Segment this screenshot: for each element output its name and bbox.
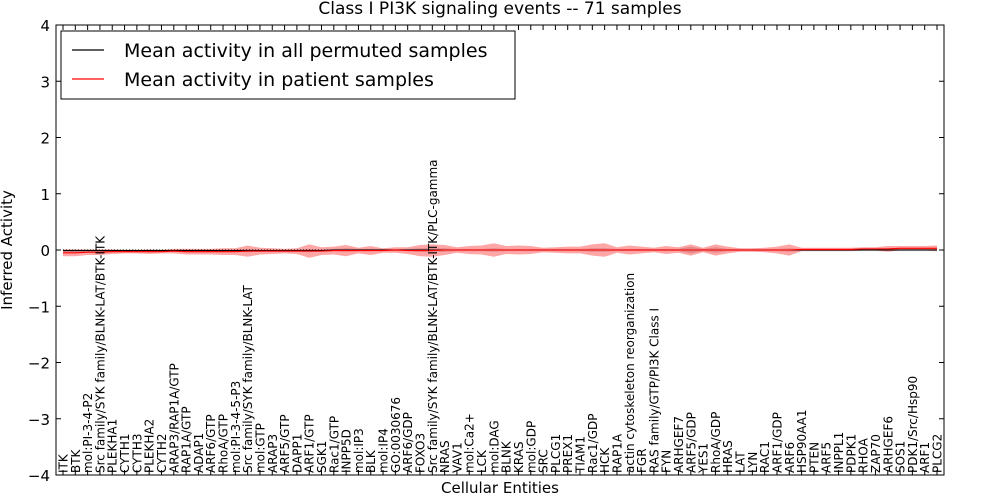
- legend-label-permuted: Mean activity in all permuted samples: [124, 40, 487, 62]
- y-tick-label: −2: [28, 355, 50, 373]
- x-tick-label: BTK: [69, 448, 83, 473]
- chart-title: Class I PI3K signaling events -- 71 samp…: [318, 0, 681, 19]
- x-tick-label: ARAP3: [266, 434, 280, 473]
- x-tick-label: SRC: [537, 449, 551, 473]
- x-tick-label: Src family/SYK family/BLNK-LAT/BTK-ITK/P…: [426, 159, 440, 473]
- x-tick-label: LYN: [746, 452, 760, 473]
- x-tick-label: PLCG2: [931, 434, 945, 473]
- x-tick-label: mol:GTP: [253, 423, 267, 473]
- x-tick-label: RAS family/GTP/PI3K Class I: [647, 308, 661, 473]
- x-tick-label: PLEKHA1: [106, 419, 120, 473]
- x-tick-label: NRAS: [438, 440, 452, 473]
- x-tick-label: HCK: [598, 447, 612, 473]
- legend-label-patient: Mean activity in patient samples: [124, 69, 434, 91]
- x-tick-label: VAV1: [450, 442, 464, 473]
- legend-box: [60, 30, 516, 100]
- x-tick-label: YES1: [697, 443, 711, 474]
- y-tick-label: −1: [28, 298, 50, 316]
- x-tick-label: ARF5/GDP: [684, 412, 698, 473]
- y-tick-label: 3: [40, 73, 50, 91]
- x-tick-label: RAC1: [758, 441, 772, 473]
- x-tick-label: mol:PI-3-4-5-P3: [229, 381, 243, 473]
- x-tick-label: ARF6/GTP: [204, 414, 218, 473]
- x-tick-label: ADAP1: [192, 433, 206, 473]
- x-tick-label: DAPP1: [290, 434, 304, 473]
- x-tick-label: FYN: [660, 450, 674, 473]
- x-tick-label: ARF6: [783, 442, 797, 473]
- x-tick-label: mol:IP4: [377, 428, 391, 473]
- x-tick-label: mol:IP3: [352, 428, 366, 473]
- x-tick-label: FOXO3: [413, 433, 427, 473]
- plot-area: [63, 243, 937, 258]
- x-tick-label: BLK: [364, 449, 378, 473]
- x-tick-label: mol:Ca2+: [463, 413, 477, 473]
- x-tick-label: LCK: [475, 449, 489, 473]
- x-tick-label: Src family/SYK family/BLNK-LAT/BTK-ITK: [93, 235, 107, 473]
- x-tick-label: ARAP3/RAP1A/GTP: [167, 363, 181, 473]
- x-tick-label: INPP5D: [340, 429, 354, 473]
- x-tick-label: Src family/SYK family/BLNK-LAT: [241, 284, 255, 473]
- patient-band: [63, 243, 937, 258]
- x-tick-label: ITK: [57, 453, 71, 473]
- x-tick-label: ZAP70: [869, 434, 883, 473]
- x-tick-label: ARF1: [918, 442, 932, 473]
- x-tick-label: Rac1/GTP: [327, 416, 341, 473]
- x-tick-label: RAP1A/GTP: [180, 406, 194, 473]
- x-tick-label: PDPK1: [844, 434, 858, 473]
- y-tick-label: 2: [40, 130, 50, 148]
- x-tick-label: mol:DAG: [487, 420, 501, 473]
- x-tick-label: RHOA: [857, 437, 871, 473]
- x-tick-label: RhoA/GTP: [217, 414, 231, 473]
- x-tick-label: PLEKHA2: [143, 419, 157, 473]
- x-tick-label: HSP90AA1: [795, 409, 809, 473]
- x-tick-label: RhoA/GDP: [709, 412, 723, 473]
- x-tick-label: ARF6/GDP: [401, 412, 415, 473]
- x-tick-label: ARHGEF6: [881, 416, 895, 473]
- x-tick-label: Rac1/GDP: [586, 414, 600, 473]
- y-tick-label: 4: [40, 17, 50, 35]
- x-tick-label: LAT: [734, 451, 748, 473]
- x-tick-label: INPPL1: [832, 432, 846, 473]
- x-tick-label: PREX1: [561, 434, 575, 473]
- x-tick-label: PDK1/Src/Hsp90: [906, 376, 920, 473]
- x-tick-label: TIAM1: [574, 436, 588, 474]
- y-tick-label: 1: [40, 186, 50, 204]
- x-tick-label: ARF5: [820, 442, 834, 473]
- x-tick-label: actin cytoskeleton reorganization: [623, 273, 637, 473]
- x-tick-label: GO:0030676: [389, 397, 403, 473]
- x-tick-label: PTEN: [807, 442, 821, 473]
- x-tick-label: mol:PI-3-4-P2: [81, 393, 95, 473]
- y-tick-label: −3: [28, 411, 50, 429]
- x-tick-label: SGK1: [315, 441, 329, 473]
- x-tick-label: BLNK: [500, 440, 514, 473]
- x-tick-label: PLCG1: [549, 434, 563, 473]
- x-tick-label: RAP1A: [610, 433, 624, 473]
- x-tick-label: mol:GDP: [524, 421, 538, 473]
- x-tick-label: CYTH1: [118, 434, 132, 474]
- x-tick-label: ARF5/GTP: [278, 414, 292, 473]
- legend: Mean activity in all permuted samples Me…: [60, 30, 516, 100]
- y-tick-label: 0: [40, 242, 50, 260]
- x-tick-label: ARF1/GDP: [770, 412, 784, 473]
- y-tick-label: −4: [28, 467, 50, 485]
- x-tick-label: KRAS: [512, 441, 526, 473]
- y-axis-label: Inferred Activity: [0, 190, 16, 310]
- x-tick-label: ARHGEF7: [672, 416, 686, 473]
- x-axis-label: Cellular Entities: [441, 479, 559, 497]
- x-tick-label: SOS1: [894, 441, 908, 473]
- x-tick-label: CYTH2: [155, 434, 169, 474]
- series-line-patient: [63, 247, 937, 254]
- x-tick-label: CYTH3: [130, 434, 144, 474]
- x-tick-label: ARF1/GTP: [303, 414, 317, 473]
- x-tick-label: HRAS: [721, 440, 735, 473]
- x-tick-label: FGR: [635, 448, 649, 473]
